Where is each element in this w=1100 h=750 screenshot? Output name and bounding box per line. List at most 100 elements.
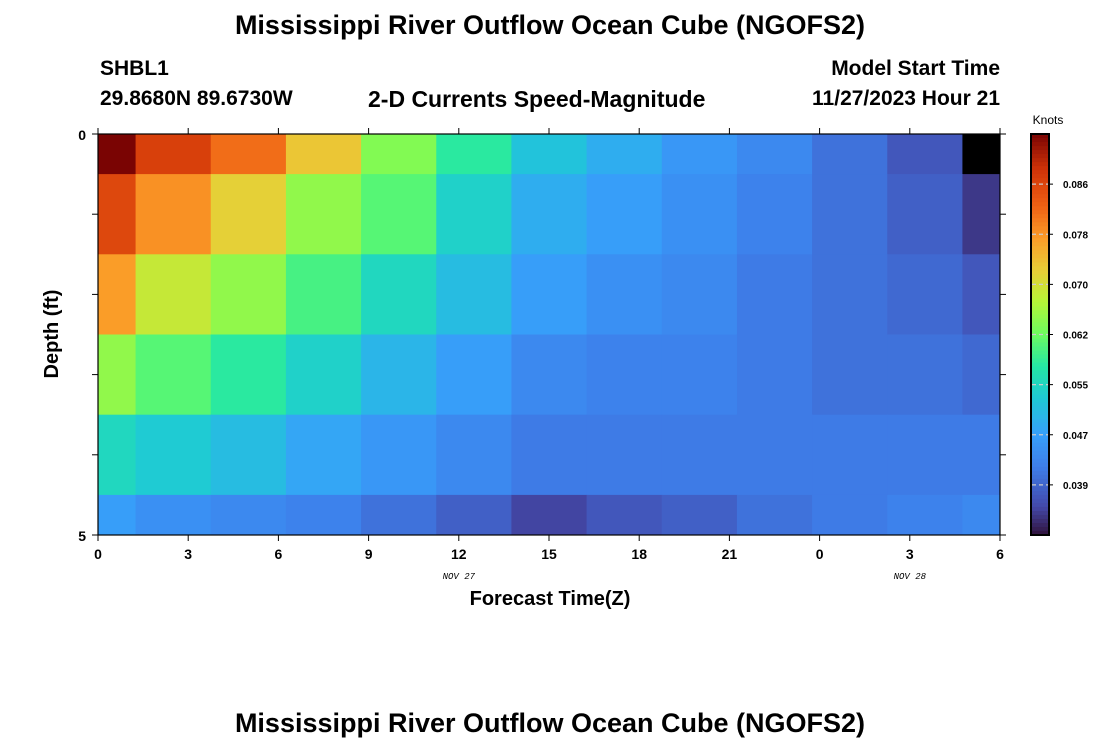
- date-label: NOV 27: [443, 572, 476, 582]
- colorbar-swatch: [1031, 178, 1049, 183]
- colorbar-swatch: [1031, 406, 1049, 412]
- colorbar-swatch: [1031, 358, 1049, 364]
- colorbar-swatch: [1031, 302, 1049, 308]
- colorbar-swatch: [1031, 350, 1049, 356]
- colorbar-swatch: [1031, 442, 1049, 448]
- x-tick-label: 0: [816, 546, 824, 562]
- x-tick-label: 9: [365, 546, 373, 562]
- heatmap-cell: [812, 494, 888, 536]
- heatmap-cell: [98, 334, 137, 416]
- chart-subtitle: 2-D Currents Speed-Magnitude: [368, 86, 706, 112]
- colorbar-swatch: [1031, 346, 1049, 352]
- heatmap-cell: [887, 254, 963, 335]
- heatmap-cell: [361, 134, 437, 175]
- heatmap-cell: [361, 254, 437, 335]
- colorbar-swatch: [1031, 318, 1049, 324]
- colorbar-tick-label: 0.070: [1063, 280, 1088, 291]
- colorbar-swatch: [1031, 394, 1049, 400]
- heatmap-cell: [436, 254, 512, 335]
- heatmap-cell: [812, 334, 888, 416]
- colorbar-swatch: [1031, 414, 1049, 420]
- heatmap-cell: [736, 134, 813, 175]
- heatmap-cell: [511, 334, 588, 416]
- colorbar-swatch: [1031, 186, 1049, 191]
- x-tick-label: 3: [906, 546, 914, 562]
- colorbar-swatch: [1031, 310, 1049, 316]
- heatmap-cell: [361, 494, 437, 536]
- y-tick-label: 5: [78, 528, 86, 544]
- heatmap-cell: [135, 334, 212, 416]
- heatmap-cell: [210, 254, 287, 335]
- colorbar-swatch: [1031, 250, 1049, 255]
- station-id: SHBL1: [100, 57, 169, 80]
- heatmap-cell: [736, 254, 813, 335]
- colorbar-swatch: [1031, 430, 1049, 436]
- colorbar-swatch: [1031, 390, 1049, 396]
- heatmap-cell: [285, 134, 362, 175]
- colorbar-swatch: [1031, 222, 1049, 227]
- heatmap-cell: [962, 254, 1001, 335]
- colorbar-tick-label: 0.062: [1063, 331, 1088, 342]
- heatmap-cell: [586, 414, 663, 496]
- heatmap-cell: [98, 174, 137, 255]
- heatmap-cell: [887, 414, 963, 496]
- colorbar-swatch: [1031, 354, 1049, 360]
- colorbar-tick-label: 0.047: [1063, 431, 1088, 442]
- heatmap-cell: [586, 494, 663, 536]
- colorbar-unit: Knots: [1033, 113, 1064, 127]
- colorbar-swatch: [1031, 454, 1049, 460]
- heatmap-cell: [210, 414, 287, 496]
- heatmap-cell: [285, 174, 362, 255]
- y-tick-label: 0: [78, 127, 86, 143]
- colorbar-swatch: [1031, 274, 1049, 279]
- heatmap-cell: [135, 414, 212, 496]
- colorbar-swatch: [1031, 254, 1049, 259]
- heatmap-cell: [661, 254, 738, 335]
- colorbar-swatch: [1031, 198, 1049, 203]
- colorbar-swatch: [1031, 210, 1049, 215]
- heatmap-cell: [962, 174, 1001, 255]
- x-ticks: 0 3 6 9 12 15 18 21 0 3 6 NOV 27 NOV 28: [94, 128, 1004, 582]
- footer-title: Mississippi River Outflow Ocean Cube (NG…: [234, 708, 866, 738]
- colorbar-swatch: [1031, 246, 1049, 251]
- heatmap-cell: [285, 254, 362, 335]
- colorbar-swatch: [1031, 170, 1049, 175]
- colorbar-swatch: [1031, 366, 1049, 372]
- colorbar-swatch: [1031, 498, 1049, 504]
- heatmap-cell: [285, 334, 362, 416]
- heatmap-cell: [812, 174, 888, 255]
- colorbar-swatch: [1031, 142, 1049, 147]
- x-tick-label: 6: [275, 546, 283, 562]
- colorbar-swatch: [1031, 434, 1049, 440]
- colorbar-swatch: [1031, 190, 1049, 195]
- heatmap-cell: [736, 174, 813, 255]
- heatmap-cell: [210, 174, 287, 255]
- colorbar-swatch: [1031, 206, 1049, 211]
- colorbar-swatch: [1031, 478, 1049, 484]
- colorbar-swatch: [1031, 266, 1049, 271]
- heatmap-cell: [361, 174, 437, 255]
- colorbar: 0.086 0.078 0.070 0.062 0.055 0.047 0.039: [1030, 133, 1088, 536]
- x-tick-label: 12: [451, 546, 467, 562]
- colorbar-swatch: [1031, 522, 1049, 528]
- heatmap-cell: [210, 494, 287, 536]
- colorbar-swatch: [1031, 486, 1049, 492]
- colorbar-swatch: [1031, 154, 1049, 159]
- heatmap-cell: [887, 134, 963, 175]
- colorbar-swatch: [1031, 298, 1049, 304]
- x-tick-label: 15: [541, 546, 557, 562]
- heatmap-cell: [586, 174, 663, 255]
- chart-title: Mississippi River Outflow Ocean Cube (NG…: [234, 10, 866, 40]
- colorbar-swatch: [1031, 398, 1049, 404]
- colorbar-swatch: [1031, 174, 1049, 179]
- colorbar-swatch: [1031, 470, 1049, 476]
- colorbar-swatch: [1031, 262, 1049, 267]
- date-label: NOV 28: [894, 572, 927, 582]
- heatmap-cell: [210, 334, 287, 416]
- x-tick-label: 18: [631, 546, 647, 562]
- colorbar-swatch: [1031, 334, 1049, 340]
- colorbar-swatch: [1031, 526, 1049, 532]
- heatmap-cell: [812, 134, 888, 175]
- colorbar-swatch: [1031, 214, 1049, 219]
